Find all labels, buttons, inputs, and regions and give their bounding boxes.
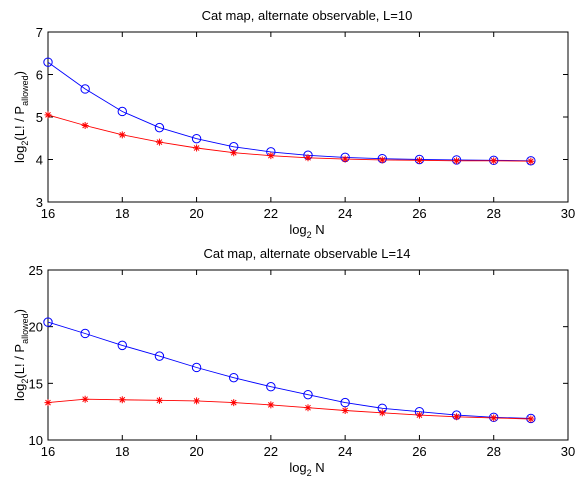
data-point-star xyxy=(81,395,89,403)
x-tick-label: 16 xyxy=(41,444,55,459)
x-tick-label: 24 xyxy=(338,444,352,459)
axes-frame xyxy=(47,269,569,441)
data-point-star xyxy=(304,404,312,412)
x-tick-label: 20 xyxy=(189,206,203,221)
data-point-star xyxy=(415,156,423,164)
data-point-star xyxy=(81,122,89,129)
series-line xyxy=(47,114,531,162)
x-axis-label: log2 N xyxy=(289,222,324,240)
data-point-circle xyxy=(229,372,239,383)
data-point-circle xyxy=(154,122,165,133)
x-tick-label: 22 xyxy=(264,444,278,459)
data-point-circle xyxy=(191,133,202,144)
data-point-star xyxy=(453,157,461,165)
y-tick-label: 3 xyxy=(36,195,43,210)
x-tick-label: 16 xyxy=(41,206,55,221)
y-tick-label: 15 xyxy=(29,376,43,391)
data-point-circle xyxy=(80,328,90,339)
data-point-star xyxy=(267,401,275,409)
data-point-circle xyxy=(43,317,53,327)
data-point-circle xyxy=(117,340,127,351)
x-tick-label: 26 xyxy=(412,444,426,459)
y-tick-label: 25 xyxy=(29,263,43,278)
y-tick-label: 5 xyxy=(36,110,43,125)
data-point-star xyxy=(527,415,535,423)
x-tick-label: 18 xyxy=(115,206,129,221)
y-tick-label: 20 xyxy=(29,320,43,335)
y-tick-label: 6 xyxy=(36,68,43,83)
data-point-star xyxy=(453,413,461,421)
data-point-circle xyxy=(117,106,127,117)
chart-title: Cat map, alternate observable L=14 xyxy=(203,246,410,261)
data-point-star xyxy=(44,111,52,119)
y-tick-label: 7 xyxy=(36,25,43,40)
data-point-star xyxy=(155,396,163,404)
x-tick-label: 28 xyxy=(486,206,500,221)
data-point-circle xyxy=(489,155,499,166)
data-point-star xyxy=(378,409,386,417)
data-point-circle xyxy=(154,351,165,361)
data-point-star xyxy=(230,149,238,157)
data-point-circle xyxy=(43,57,53,67)
data-point-star xyxy=(378,156,386,164)
data-point-circle xyxy=(340,397,350,408)
y-tick-label: 10 xyxy=(29,433,43,448)
chart-panel-bottom: Cat map, alternate observable L=14 log2 … xyxy=(12,246,575,478)
data-point-star xyxy=(118,131,126,139)
data-point-star xyxy=(490,414,498,422)
data-point-star xyxy=(44,399,52,407)
data-point-circle xyxy=(80,84,90,94)
data-point-circle xyxy=(266,382,276,392)
data-point-star xyxy=(490,157,498,165)
data-point-star xyxy=(527,157,535,165)
x-tick-label: 18 xyxy=(115,444,129,459)
x-axis-label: log2 N xyxy=(289,460,324,478)
data-point-star xyxy=(230,399,238,407)
x-tick-label: 22 xyxy=(264,206,278,221)
series-line xyxy=(47,398,531,420)
y-axis-label: log2(L! / Pallowed) xyxy=(12,309,30,401)
y-axis-label: log2(L! / Pallowed) xyxy=(12,71,30,163)
data-point-circle xyxy=(191,362,202,373)
data-point-star xyxy=(155,138,163,146)
x-tick-label: 20 xyxy=(189,444,203,459)
data-point-star xyxy=(304,154,312,162)
data-point-star xyxy=(341,407,349,415)
data-point-star xyxy=(193,144,201,152)
series-line xyxy=(47,321,531,419)
series-line xyxy=(47,61,531,162)
x-tick-label: 24 xyxy=(338,206,352,221)
chart-title: Cat map, alternate observable, L=10 xyxy=(202,8,413,23)
chart-panel-top: Cat map, alternate observable, L=10 log2… xyxy=(12,8,575,240)
data-point-star xyxy=(341,155,349,163)
data-point-star xyxy=(193,397,201,405)
y-tick-label: 4 xyxy=(36,153,43,168)
data-point-star xyxy=(415,411,423,419)
x-tick-label: 28 xyxy=(486,444,500,459)
x-tick-label: 26 xyxy=(412,206,426,221)
x-tick-label: 30 xyxy=(561,444,575,459)
data-point-star xyxy=(118,396,126,404)
x-tick-label: 30 xyxy=(561,206,575,221)
data-point-circle xyxy=(303,389,313,400)
data-point-star xyxy=(267,152,275,160)
